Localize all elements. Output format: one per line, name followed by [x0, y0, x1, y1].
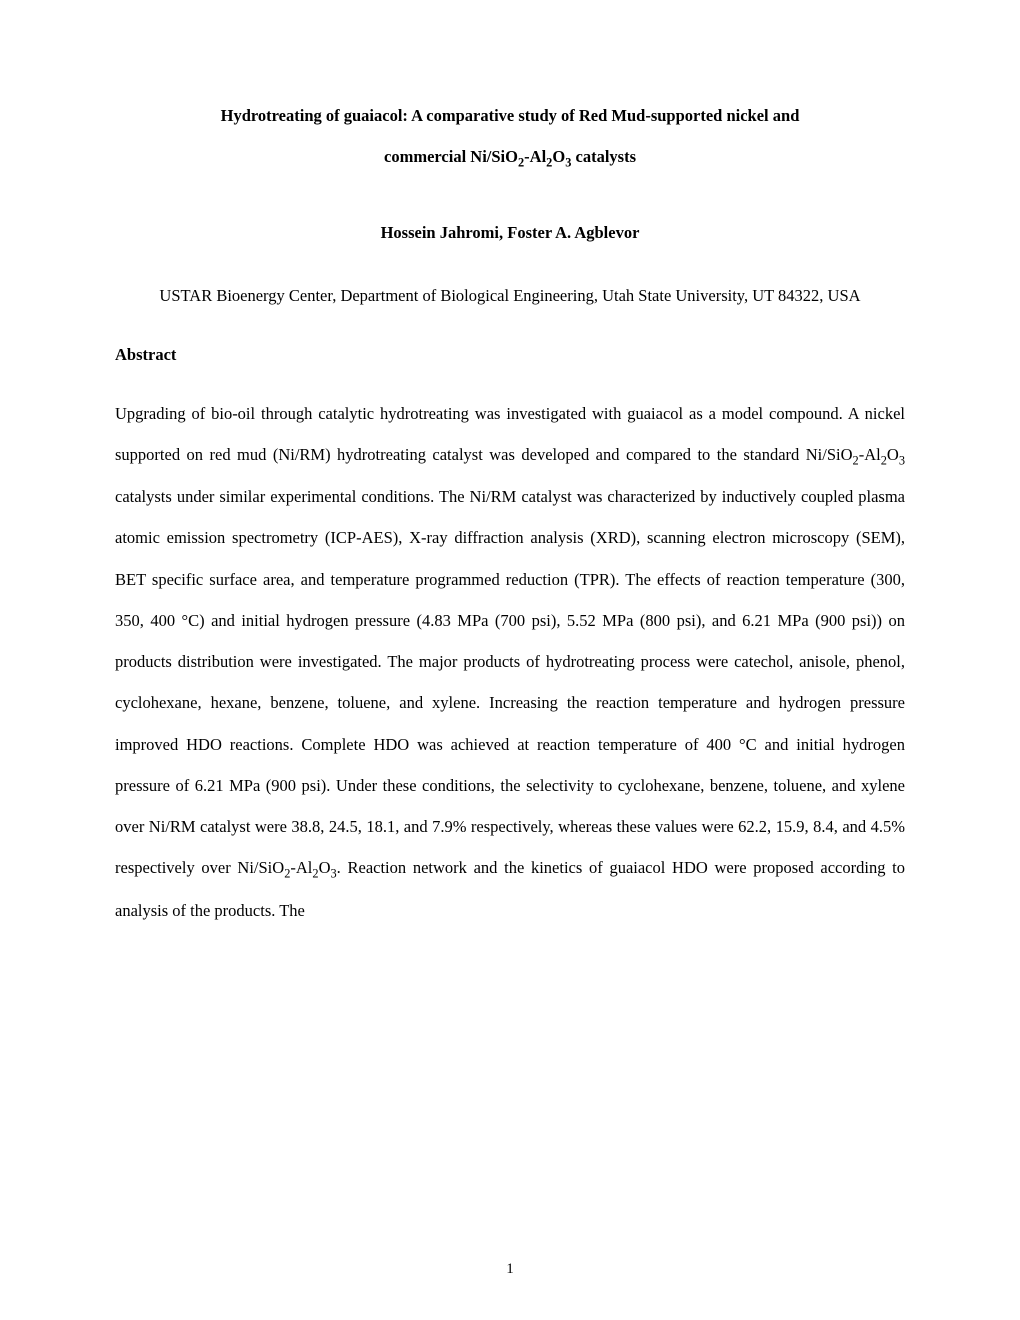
paper-title: Hydrotreating of guaiacol: A comparative…	[115, 95, 905, 178]
paper-affiliation: USTAR Bioenergy Center, Department of Bi…	[115, 275, 905, 316]
paper-authors: Hossein Jahromi, Foster A. Agblevor	[115, 223, 905, 243]
page-number: 1	[0, 1261, 1020, 1278]
subscript-3: 3	[899, 453, 905, 467]
abstract-o2: O	[319, 858, 331, 877]
abstract-part-a: Upgrading of bio-oil through catalytic h…	[115, 404, 905, 464]
abstract-part-c: catalysts under similar experimental con…	[115, 487, 905, 877]
title-line-2-prefix: commercial Ni/SiO	[384, 147, 518, 166]
abstract-part-b: -Al	[859, 445, 881, 464]
abstract-heading: Abstract	[115, 345, 905, 365]
abstract-part-d: -Al	[290, 858, 312, 877]
title-line-2-mid: -Al	[524, 147, 546, 166]
abstract-o: O	[887, 445, 899, 464]
title-line-2-o: O	[552, 147, 565, 166]
title-line-2-suffix: catalysts	[571, 147, 636, 166]
abstract-body: Upgrading of bio-oil through catalytic h…	[115, 393, 905, 931]
title-line-1: Hydrotreating of guaiacol: A comparative…	[221, 106, 800, 125]
